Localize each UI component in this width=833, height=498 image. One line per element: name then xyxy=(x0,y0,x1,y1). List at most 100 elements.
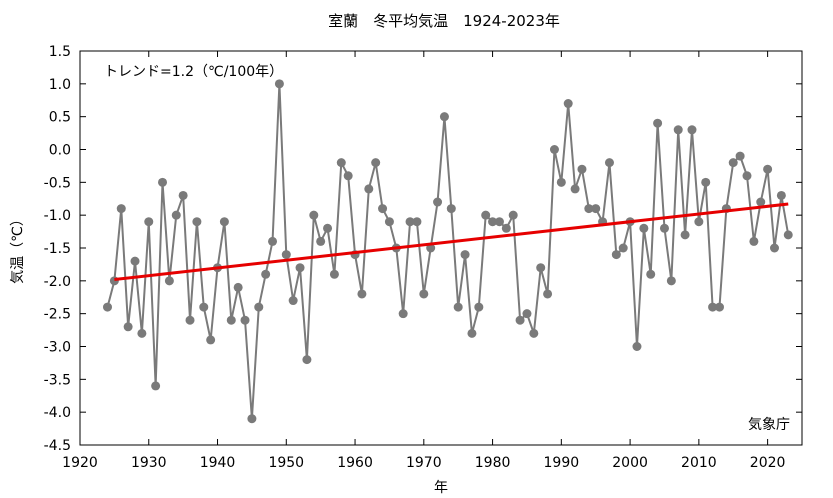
data-point xyxy=(646,269,656,279)
data-point xyxy=(151,381,161,391)
data-point xyxy=(116,204,126,214)
data-point xyxy=(419,289,429,299)
data-point xyxy=(453,302,463,312)
data-point xyxy=(329,269,339,279)
data-point xyxy=(694,217,704,227)
y-tick-label: 0.0 xyxy=(49,143,71,159)
data-point xyxy=(233,282,243,292)
data-point xyxy=(240,315,250,325)
data-point xyxy=(343,171,353,181)
y-tick-label: -3.0 xyxy=(44,340,71,356)
data-point xyxy=(178,190,188,200)
y-tick-label: -0.5 xyxy=(44,175,71,191)
data-point xyxy=(130,256,140,266)
data-point xyxy=(199,302,209,312)
data-point xyxy=(756,197,766,207)
data-point xyxy=(103,302,112,312)
data-point xyxy=(549,145,559,154)
data-point xyxy=(281,250,291,260)
y-tick-label: -4.5 xyxy=(44,438,71,454)
data-point xyxy=(384,217,394,227)
data-point xyxy=(460,250,470,260)
data-point xyxy=(632,342,642,351)
data-point xyxy=(274,79,284,89)
data-point xyxy=(728,158,738,168)
x-tick-label: 1990 xyxy=(544,455,580,471)
data-point xyxy=(735,151,745,161)
data-point xyxy=(714,302,724,312)
data-point xyxy=(219,217,229,227)
data-point xyxy=(206,335,216,345)
source-label: 気象庁 xyxy=(748,417,790,433)
chart-title: 室蘭 冬平均気温 1924-2023年 xyxy=(328,12,560,30)
series-line xyxy=(106,83,790,419)
data-point xyxy=(247,414,257,424)
data-point xyxy=(164,276,174,286)
x-axis-label: 年 xyxy=(434,480,448,496)
data-point xyxy=(123,322,133,332)
data-point xyxy=(776,190,786,200)
data-point xyxy=(364,184,374,194)
x-axis: 1920 1930 1940 1950 1960 1970 1980 1990 2000 2010… xyxy=(62,51,785,471)
data-point xyxy=(192,217,202,227)
data-point xyxy=(371,158,381,168)
data-point xyxy=(412,217,422,227)
data-point xyxy=(701,177,711,187)
y-tick-label: 1.5 xyxy=(49,44,71,60)
data-point xyxy=(439,112,449,122)
data-point xyxy=(226,315,236,325)
data-point xyxy=(742,171,752,181)
data-point xyxy=(405,217,415,227)
data-point xyxy=(783,230,793,240)
data-point xyxy=(611,250,621,260)
data-point xyxy=(316,236,326,246)
trend-line xyxy=(114,202,789,282)
data-point xyxy=(591,204,601,214)
x-tick-label: 1950 xyxy=(268,455,304,471)
data-point xyxy=(446,204,456,214)
y-tick-label: -3.5 xyxy=(44,372,71,388)
data-point xyxy=(673,125,683,135)
data-point xyxy=(185,315,195,325)
x-tick-label: 1970 xyxy=(406,455,442,471)
data-point xyxy=(336,158,346,168)
data-point xyxy=(577,164,587,174)
data-point xyxy=(295,263,305,273)
data-point xyxy=(357,289,367,299)
y-axis-label: 気温（℃） xyxy=(10,212,26,284)
data-point xyxy=(494,217,504,227)
y-tick-label: 0.5 xyxy=(49,110,71,126)
data-point xyxy=(309,210,319,220)
data-point xyxy=(584,204,594,214)
data-point xyxy=(144,217,154,227)
y-tick-label: -2.5 xyxy=(44,307,71,323)
data-point xyxy=(543,289,553,299)
x-tick-label: 1980 xyxy=(475,455,511,471)
data-point xyxy=(563,99,573,109)
data-point xyxy=(474,302,484,312)
data-point xyxy=(501,223,511,233)
data-point xyxy=(749,236,759,246)
y-tick-label: -1.0 xyxy=(44,208,71,224)
data-point xyxy=(508,210,518,220)
data-point xyxy=(261,269,271,279)
data-point xyxy=(687,125,697,135)
x-tick-label: 2010 xyxy=(681,455,717,471)
data-point xyxy=(378,204,388,214)
data-point xyxy=(653,118,663,128)
data-point xyxy=(268,236,278,246)
y-tick-label: -1.5 xyxy=(44,241,71,257)
data-point xyxy=(604,158,614,168)
x-tick-label: 1920 xyxy=(62,455,98,471)
x-tick-label: 2000 xyxy=(612,455,648,471)
data-point xyxy=(515,315,525,325)
plot-area xyxy=(79,50,803,446)
data-point xyxy=(171,210,181,220)
y-tick-label: 1.0 xyxy=(49,77,71,93)
data-point xyxy=(488,217,498,227)
y-tick-label: -4.0 xyxy=(44,405,71,421)
data-point xyxy=(618,243,628,253)
data-point xyxy=(158,177,168,187)
series-group xyxy=(103,79,793,424)
